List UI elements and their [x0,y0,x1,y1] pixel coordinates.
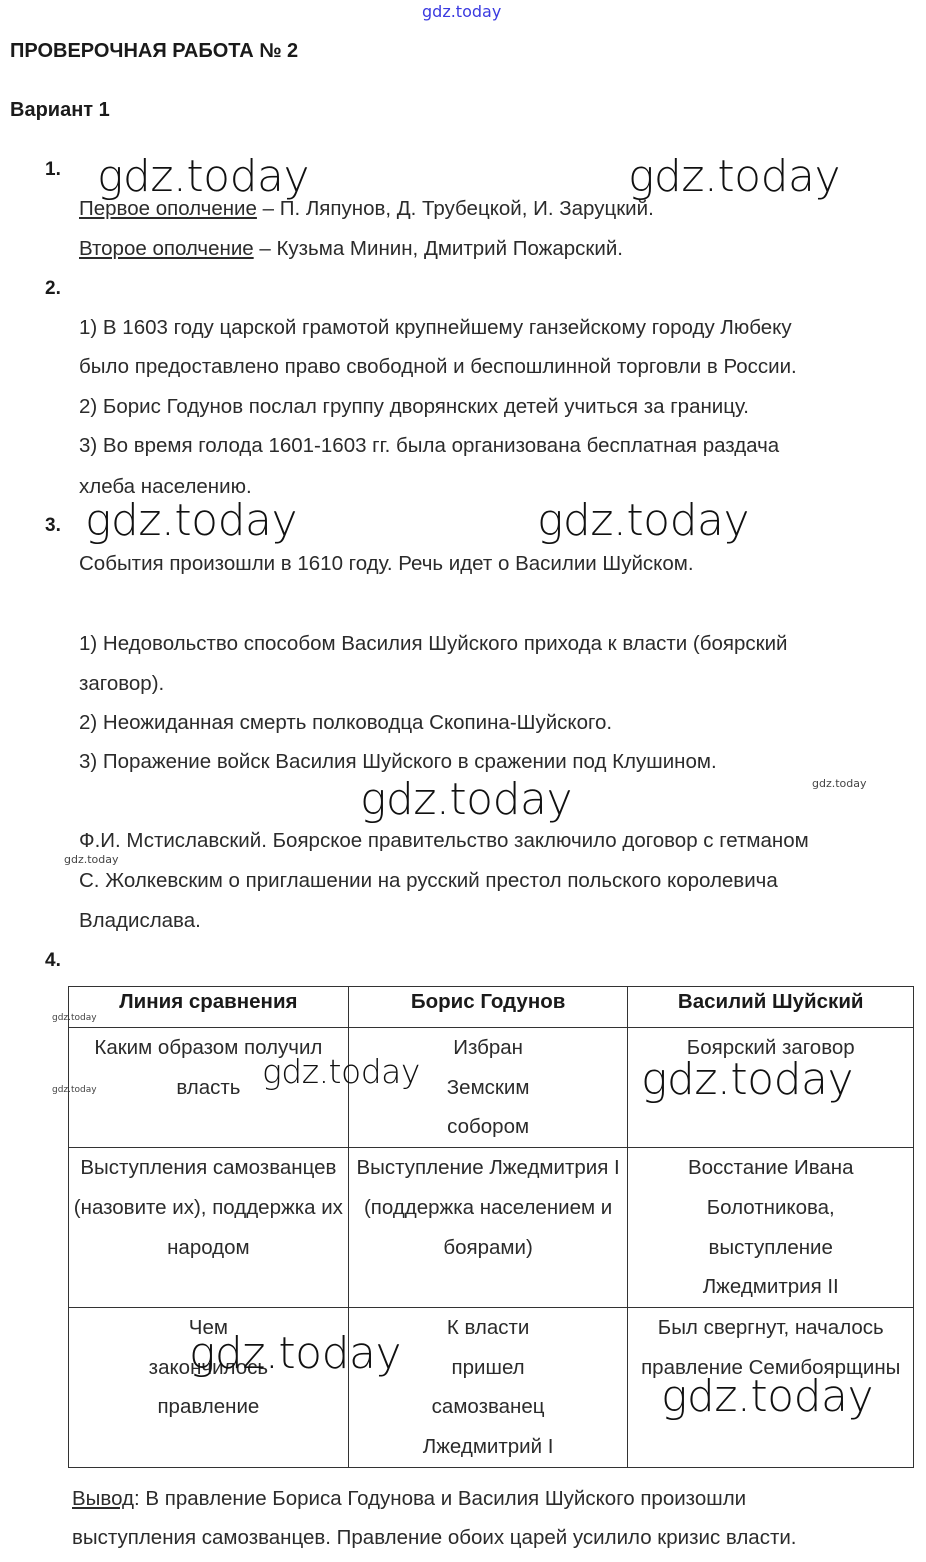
watermark-small: gdz.today [64,853,119,866]
table-cell: Избран Земским собором [347,1026,629,1149]
conclusion-text: : В правление Бориса Годунова и Василия … [133,1487,747,1510]
conclusion-line: выступления самозванцев. Правление обоих… [72,1526,797,1549]
watermark: gdz.today [85,495,298,546]
column-header: Борис Годунов [347,986,629,1028]
answer-line: 1) Недовольство способом Василия Шуйског… [79,632,788,655]
answer-line: заговор). [79,672,165,695]
answer-line: С. Жолкевским о приглашении на русский п… [79,869,778,892]
answer-line: 3) Во время голода 1601-1603 гг. была ор… [79,434,780,457]
answer-line: было предоставлено право свободной и бес… [79,355,797,378]
answer-line: Владислава. [79,909,201,932]
answer-line: 2) Неожиданная смерть полководца Скопина… [79,711,613,734]
column-header: Линия сравнения [68,986,349,1028]
answer-line: хлеба населению. [79,475,252,498]
watermark: gdz.today [189,1328,402,1379]
variant-heading: Вариант 1 [10,99,110,121]
answer-text: – Кузьма Минин, Дмитрий Пожарский. [253,237,623,260]
conclusion-line: Вывод: В правление Бориса Годунова и Вас… [72,1487,746,1511]
term: Второе ополчение [79,237,254,260]
term: Первое ополчение [79,197,257,220]
table-cell: Чем закончилось правление [68,1306,349,1468]
table-cell: Восстание Ивана Болотникова, выступление… [627,1147,914,1308]
answer-line: Второе ополчение – Кузьма Минин, Дмитрий… [79,237,623,261]
table-header-row: Линия сравнения Борис Годунов Василий Шу… [68,986,914,1028]
watermark-small: gdz.today [52,1085,97,1095]
answer-line: 2) Борис Годунов послал группу дворянски… [79,395,749,418]
answer-line: Ф.И. Мстиславский. Боярское правительств… [79,829,809,852]
table-cell: Был свергнут, началось правление Семибоя… [627,1306,914,1468]
question-number: 3. [45,515,61,536]
watermark: gdz.today [661,1371,874,1422]
column-header: Василий Шуйский [627,986,914,1028]
table-row: Выступления самозванцев (назовите их), п… [68,1147,914,1308]
watermark: gdz.today [360,774,573,825]
table-cell: Боярский заговор [627,1026,914,1149]
question-number: 1. [45,159,61,180]
watermark-small: gdz.today [812,777,867,790]
table-cell: Выступления самозванцев (назовите их), п… [68,1147,349,1308]
table-row: Каким образом получил власть Избран Земс… [68,1026,914,1149]
watermark: gdz.today [97,151,310,202]
table-row: Чем закончилось правление К власти прише… [68,1306,914,1468]
watermark-top: gdz.today [422,2,502,21]
answer-text: – П. Ляпунов, Д. Трубецкой, И. Заруцкий. [256,197,654,220]
comparison-table: Линия сравнения Борис Годунов Василий Шу… [68,986,914,1468]
page-title: ПРОВЕРОЧНАЯ РАБОТА № 2 [10,40,299,62]
table-cell: Каким образом получил власть [68,1026,349,1149]
watermark: gdz.today [262,1052,420,1091]
table-cell: Выступление Лжедмитрия I (поддержка насе… [347,1147,629,1308]
answer-line: Первое ополчение – П. Ляпунов, Д. Трубец… [79,197,654,221]
answer-line: 3) Поражение войск Василия Шуйского в ср… [79,750,717,773]
watermark: gdz.today [641,1054,854,1105]
answer-line: 1) В 1603 году царской грамотой крупнейш… [79,316,792,339]
question-number: 2. [45,278,61,299]
conclusion-label: Вывод [72,1487,134,1510]
watermark-small: gdz.today [52,1013,97,1023]
watermark: gdz.today [628,151,841,202]
answer-line: События произошли в 1610 году. Речь идет… [79,552,694,575]
watermark: gdz.today [537,495,750,546]
question-number: 4. [45,950,61,971]
table-cell: К власти пришел самозванец Лжедмитрий I [347,1306,629,1468]
